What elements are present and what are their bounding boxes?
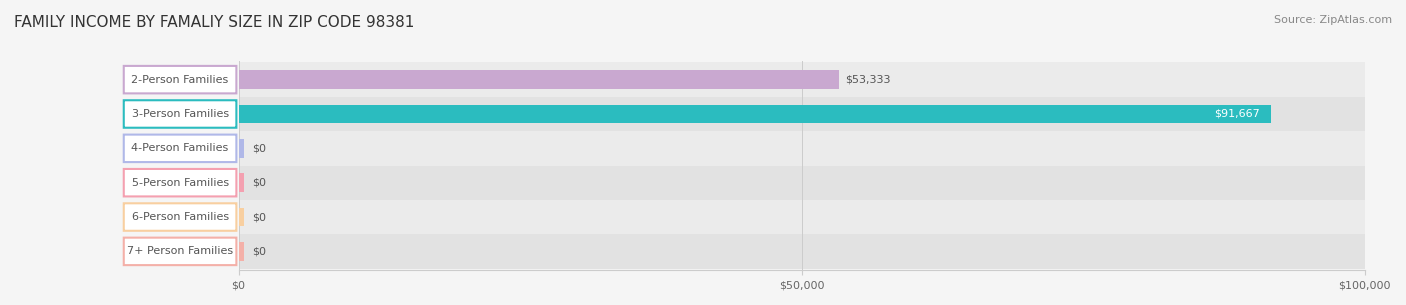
Bar [239,200,1365,234]
Text: 5-Person Families: 5-Person Families [132,178,229,188]
Bar [239,173,245,192]
Bar [239,234,1365,269]
Bar [239,97,1365,131]
Bar [239,105,1271,124]
Text: $91,667: $91,667 [1213,109,1260,119]
FancyBboxPatch shape [124,66,236,93]
Text: FAMILY INCOME BY FAMALIY SIZE IN ZIP CODE 98381: FAMILY INCOME BY FAMALIY SIZE IN ZIP COD… [14,15,415,30]
Text: $0: $0 [252,212,266,222]
FancyBboxPatch shape [124,169,236,196]
Bar [239,70,839,89]
Bar [239,208,245,227]
Text: $53,333: $53,333 [845,75,890,85]
Bar [239,166,1365,200]
FancyBboxPatch shape [124,135,236,162]
FancyBboxPatch shape [124,100,236,128]
Text: 4-Person Families: 4-Person Families [131,143,229,153]
Bar [239,63,1365,97]
Bar [239,242,245,261]
Text: 2-Person Families: 2-Person Families [131,75,229,85]
FancyBboxPatch shape [124,203,236,231]
Text: Source: ZipAtlas.com: Source: ZipAtlas.com [1274,15,1392,25]
Text: 3-Person Families: 3-Person Families [132,109,229,119]
Bar [239,131,1365,166]
Bar [239,139,245,158]
Text: 6-Person Families: 6-Person Families [132,212,229,222]
Text: 7+ Person Families: 7+ Person Families [127,246,233,257]
Text: $0: $0 [252,246,266,257]
FancyBboxPatch shape [124,238,236,265]
Text: $0: $0 [252,178,266,188]
Text: $0: $0 [252,143,266,153]
